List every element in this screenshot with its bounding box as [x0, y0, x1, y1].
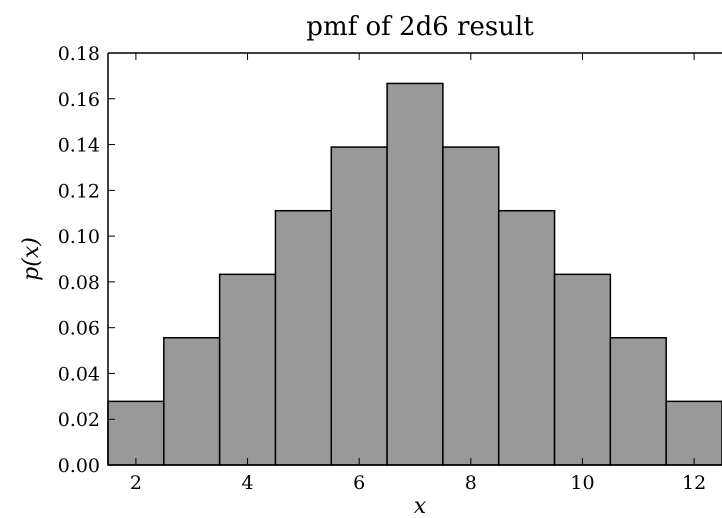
y-tick-label: 0.12 — [58, 180, 100, 202]
x-tick-label: 4 — [241, 472, 253, 494]
bar-3 — [163, 336, 221, 466]
bar-4 — [218, 273, 277, 466]
bar-7 — [386, 82, 444, 466]
bar-2 — [107, 400, 165, 466]
y-tick-label: 0.10 — [58, 226, 100, 248]
x-axis-label: x — [414, 494, 427, 518]
y-tick-label: 0.00 — [58, 455, 100, 477]
y-ticks: 0.00 0.02 0.04 0.06 0.08 0.10 0.12 0.14 0.16 0.18 — [58, 43, 115, 477]
bars-group — [107, 82, 722, 466]
y-tick-label: 0.06 — [58, 318, 100, 340]
chart-title: pmf of 2d6 result — [306, 12, 534, 42]
y-tick-label: 0.08 — [58, 272, 100, 294]
y-tick-label: 0.02 — [58, 409, 100, 431]
y-tick-label: 0.04 — [58, 363, 100, 385]
bar-5 — [274, 209, 333, 466]
x-tick-label: 2 — [130, 472, 142, 494]
y-tick-label: 0.18 — [58, 43, 100, 65]
bar-6 — [330, 146, 388, 466]
axes-frame — [107, 52, 722, 466]
bar-11 — [609, 336, 667, 466]
y-tick-label: 0.14 — [58, 135, 100, 157]
bar-9 — [497, 209, 556, 466]
x-tick-label: 8 — [465, 472, 477, 494]
y-tick-label: 0.16 — [58, 89, 100, 111]
y-axis-label: p(x) — [19, 237, 44, 281]
bar-12 — [665, 400, 722, 466]
bar-10 — [553, 273, 612, 466]
x-tick-label: 6 — [353, 472, 365, 494]
x-tick-label: 12 — [682, 472, 706, 494]
x-tick-label: 10 — [570, 472, 594, 494]
x-ticks: 2 4 6 8 10 12 — [130, 53, 706, 494]
bar-8 — [442, 146, 500, 466]
